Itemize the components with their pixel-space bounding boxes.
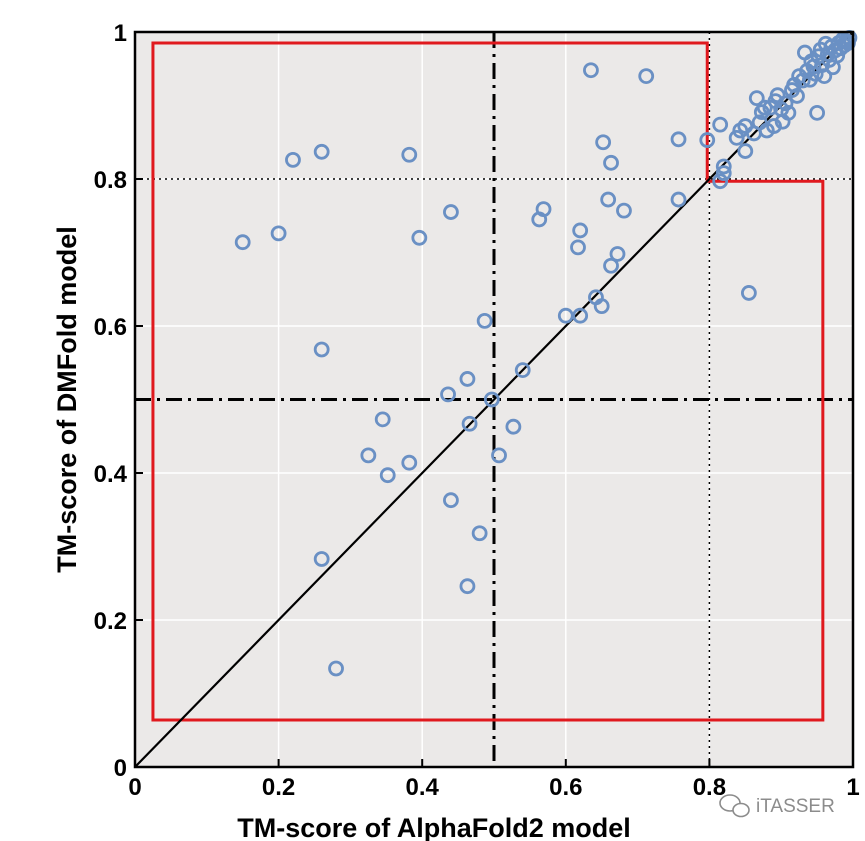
watermark-text: iTASSER (756, 796, 835, 817)
data-points (234, 29, 858, 677)
data-point (440, 386, 456, 403)
data-point (374, 411, 391, 428)
y-tick-label: 0.6 (94, 314, 127, 341)
reference-lines (135, 32, 853, 767)
data-point (603, 257, 619, 274)
data-point (313, 143, 330, 160)
data-point (443, 204, 459, 220)
data-point (789, 88, 805, 104)
data-point (766, 118, 782, 134)
wechat-icon (719, 794, 750, 818)
data-point (809, 104, 825, 121)
data-point (712, 173, 729, 190)
data-point (715, 158, 732, 175)
data-point (737, 143, 754, 159)
data-point (712, 116, 729, 133)
data-point (572, 307, 589, 324)
y-axis-title: TM-score of DMFold model (52, 226, 82, 573)
data-point (360, 447, 377, 464)
data-point (699, 132, 716, 148)
data-point (616, 202, 632, 219)
data-point (234, 234, 251, 251)
watermark: iTASSER (719, 794, 835, 818)
data-point (313, 551, 330, 567)
y-tick-label: 0.8 (94, 167, 127, 194)
data-point (411, 229, 428, 246)
data-point (570, 239, 586, 256)
data-point (777, 95, 794, 112)
x-tick-label: 0.8 (693, 774, 726, 801)
data-point (483, 391, 500, 408)
data-point (379, 467, 396, 484)
y-tick-label: 1 (114, 20, 127, 47)
data-point (816, 68, 833, 84)
x-tick-label: 0.6 (549, 774, 582, 801)
x-tick-label: 0.4 (406, 774, 440, 801)
data-point (491, 447, 507, 464)
data-point (313, 341, 330, 358)
data-point (401, 454, 418, 471)
data-point (471, 525, 488, 542)
x-tick-label: 1 (846, 774, 859, 801)
data-point (328, 660, 344, 677)
data-point (715, 165, 732, 182)
y-tick-label: 0.4 (94, 461, 128, 488)
data-point (670, 131, 687, 148)
data-point (728, 129, 745, 146)
x-tick-label: 0.2 (262, 774, 295, 801)
data-point (593, 298, 610, 315)
data-point (535, 201, 552, 218)
data-point (670, 191, 687, 208)
x-tick-label: 0 (128, 774, 141, 801)
data-point (638, 68, 655, 84)
data-point (476, 312, 493, 329)
y-tick-label: 0 (114, 755, 127, 782)
data-point (769, 87, 786, 104)
data-point (514, 362, 531, 379)
data-point (600, 191, 617, 208)
diagonal-line (134, 31, 854, 768)
data-point (459, 578, 476, 595)
data-point (505, 418, 522, 435)
data-point (583, 62, 599, 79)
data-point (603, 154, 619, 171)
data-point (285, 151, 301, 168)
y-axis-ticks: 0 0.2 0.4 0.6 0.8 1 (94, 20, 143, 782)
data-point (443, 492, 459, 509)
plot-frame (133, 30, 855, 769)
y-tick-label: 0.2 (94, 608, 127, 635)
data-point (748, 90, 765, 107)
data-point (740, 285, 757, 301)
data-point (461, 415, 478, 432)
data-point (780, 104, 797, 121)
data-point (270, 225, 287, 242)
data-point (572, 222, 589, 239)
data-point (459, 371, 476, 387)
x-axis-title: TM-score of AlphaFold2 model (237, 813, 631, 841)
data-point (609, 246, 626, 262)
data-point (401, 146, 418, 163)
data-point (595, 134, 612, 151)
highlight-region-outline (151, 41, 825, 722)
x-axis-ticks: 0 0.2 0.4 0.6 0.8 1 (128, 759, 860, 801)
